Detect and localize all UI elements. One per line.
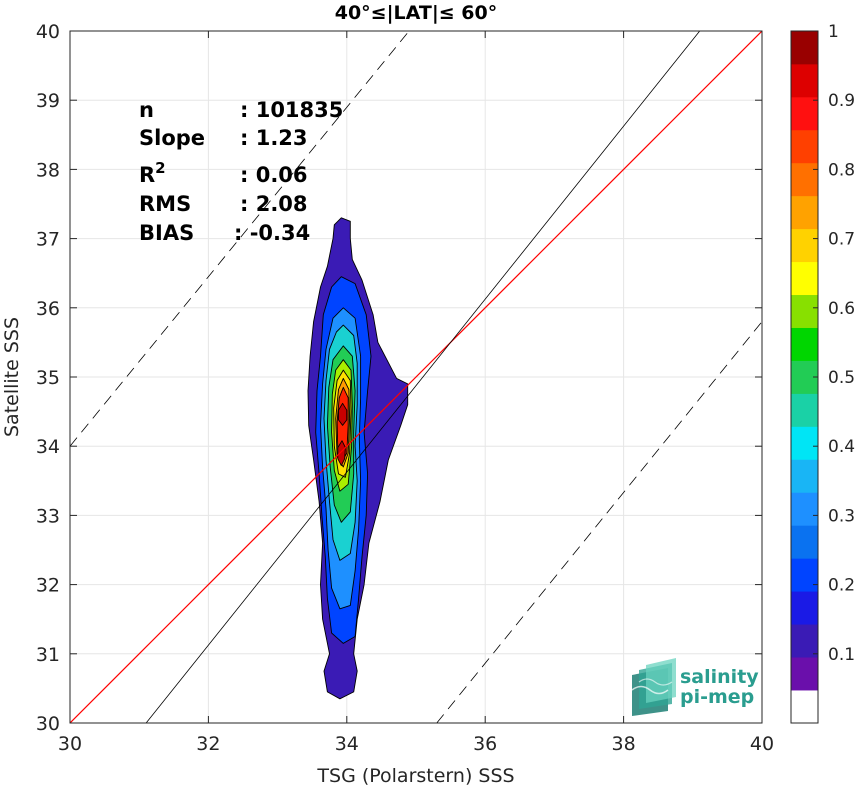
colorbar-segment [791, 624, 818, 658]
x-tick-label: 34 [335, 733, 359, 755]
y-tick-label: 37 [36, 229, 60, 251]
colorbar-tick-label: 0.5 [828, 368, 855, 388]
colorbar-tick-label: 0.7 [828, 230, 855, 250]
y-tick-label: 34 [36, 436, 60, 458]
stat-label: n [139, 98, 154, 122]
y-tick-label: 36 [36, 298, 60, 320]
colorbar: 0.1 0.2 0.3 0.4 0.5 0.6 0.7 0.8 0.9 1 [790, 22, 855, 724]
stat-value: : 2.08 [240, 192, 308, 216]
axis-ticks: 30 32 34 36 38 40 30 31 32 33 34 35 36 37 38 39 40 [36, 21, 774, 755]
colorbar-segment [791, 591, 818, 625]
colorbar-segment [791, 195, 818, 230]
y-tick-label: 35 [36, 367, 60, 389]
stat-value: : 101835 [240, 98, 343, 122]
colorbar-tick-label: 0.1 [828, 645, 855, 665]
colorbar-segment [791, 327, 818, 361]
x-tick-label: 32 [196, 733, 220, 755]
x-tick-label: 38 [612, 733, 636, 755]
colorbar-segment [791, 129, 818, 164]
salinity-pi-mep-logo: salinity pi-mep [631, 658, 759, 716]
stat-label: RMS [139, 192, 191, 216]
stat-label-superscript: 2 [155, 159, 165, 177]
y-tick-label: 40 [36, 21, 60, 43]
colorbar-tick-label: 0.6 [828, 299, 855, 319]
reference-lines [70, 31, 762, 723]
stat-value: : 0.06 [240, 163, 308, 187]
logo-mark-icon [631, 658, 676, 716]
colorbar-tick-label: 1 [828, 22, 839, 42]
colorbar-segment [791, 63, 818, 98]
stat-label: Slope [139, 126, 205, 150]
colorbar-segment [791, 558, 818, 592]
x-tick-label: 36 [473, 733, 497, 755]
colorbar-segment [791, 459, 818, 493]
logo-line-1: salinity [680, 666, 759, 688]
contour-level-9 [338, 402, 348, 426]
colorbar-tick-label: 0.8 [828, 160, 855, 180]
y-tick-label: 32 [36, 575, 60, 597]
stat-label: BIAS [139, 221, 194, 245]
colorbar-segment [791, 31, 818, 65]
colorbar-segment [791, 96, 818, 131]
colorbar-tick-label: 0.9 [828, 91, 855, 111]
colorbar-tick-label: 0.2 [828, 576, 855, 596]
regression-line [145, 31, 701, 723]
logo-line-2: pi-mep [680, 686, 754, 708]
y-tick-label: 31 [36, 644, 60, 666]
y-tick-label: 30 [36, 713, 60, 735]
colorbar-segment [791, 690, 818, 724]
x-tick-label: 30 [58, 733, 82, 755]
x-tick-label: 40 [750, 733, 774, 755]
colorbar-segment [791, 228, 818, 263]
stats-block: n : 101835 Slope : 1.23 R2 : 0.06 RMS : 2.08 BIA… [139, 98, 343, 245]
lower-bound-line [436, 321, 762, 723]
y-tick-label: 38 [36, 159, 60, 181]
colorbar-tick-label: 0.4 [828, 437, 855, 457]
stat-value: : -0.34 [234, 221, 310, 245]
colorbar-segment [791, 525, 818, 559]
colorbar-segment [791, 657, 818, 691]
colorbar-segment [791, 294, 818, 328]
one-to-one-line [70, 31, 762, 723]
chart-title: 40°≤|LAT|≤ 60° [335, 2, 498, 24]
contour-layer [307, 217, 409, 700]
stat-label: R2 [139, 159, 166, 187]
colorbar-tick-label: 0.3 [828, 506, 855, 526]
y-tick-label: 39 [36, 90, 60, 112]
colorbar-segment [791, 393, 818, 427]
colorbar-segment [791, 162, 818, 197]
colorbar-segment [791, 426, 818, 460]
y-axis-label: Satellite SSS [1, 317, 23, 437]
stat-value: : 1.23 [240, 126, 308, 150]
colorbar-segment [791, 492, 818, 526]
y-tick-label: 33 [36, 505, 60, 527]
colorbar-segment [791, 261, 818, 296]
x-axis-label: TSG (Polarstern) SSS [316, 765, 514, 787]
